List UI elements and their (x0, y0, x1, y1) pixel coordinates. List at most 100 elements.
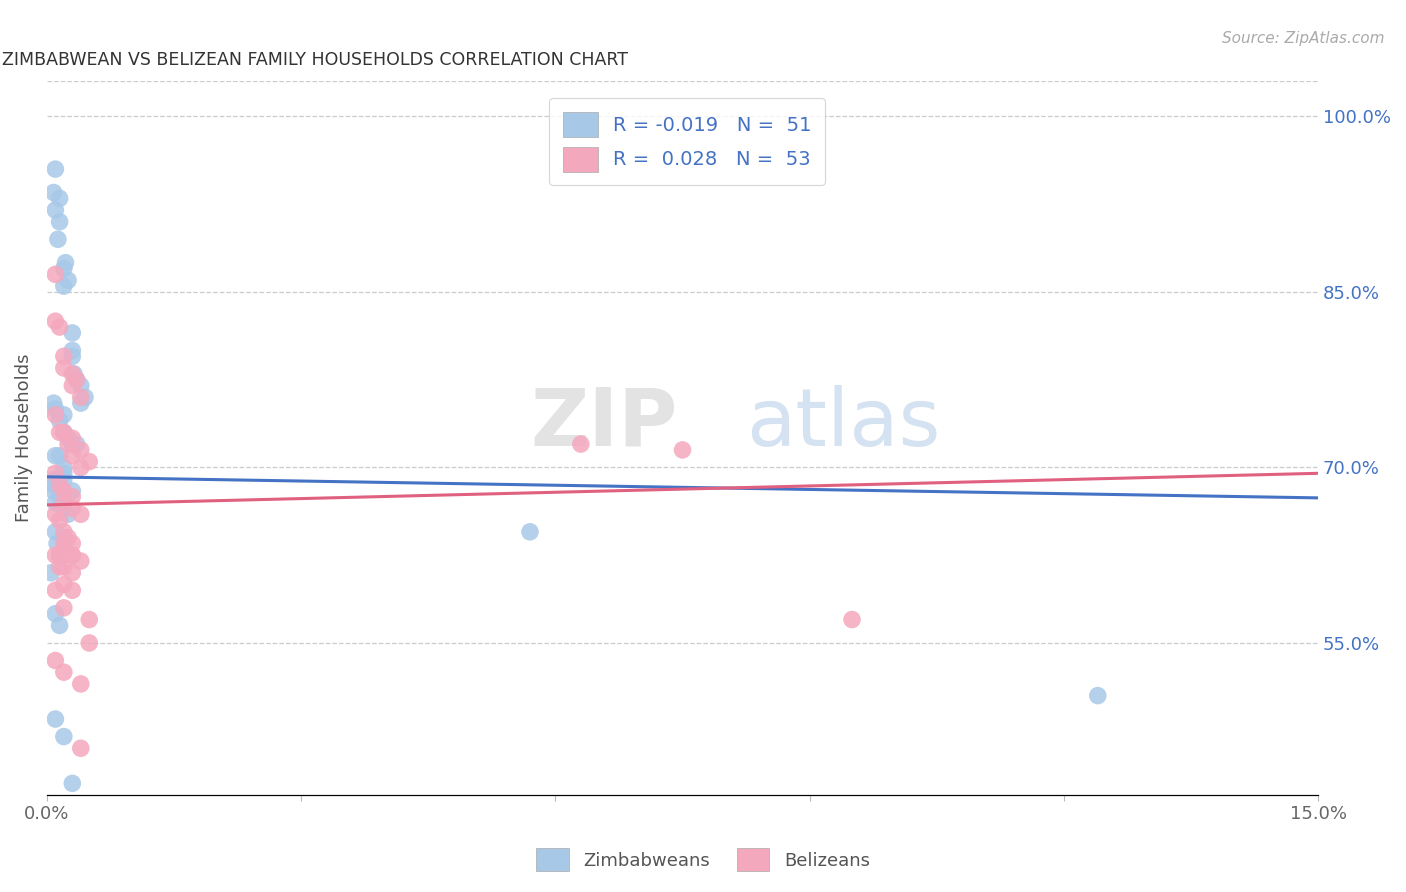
Point (77, 454, 100, 468)
Point (569, 437, 592, 451)
Point (52, 577, 75, 591)
Point (60, 343, 83, 358)
Point (44, 449, 66, 463)
Point (60, 483, 83, 498)
Point (44, 472, 66, 486)
Point (77, 613, 100, 627)
Point (52, 542, 75, 557)
Point (60, 367, 83, 381)
Point (56, 508, 79, 522)
Point (48, 513, 70, 527)
Legend: R = -0.019   N =  51, R =  0.028   N =  53: R = -0.019 N = 51, R = 0.028 N = 53 (550, 98, 825, 186)
Point (69, 677, 91, 691)
Point (48, 414, 70, 428)
Point (60, 501, 83, 516)
Point (44, 495, 66, 509)
Point (69, 508, 91, 522)
Point (69, 442, 91, 457)
Point (60, 326, 83, 340)
Point (60, 349, 83, 363)
Point (52, 483, 75, 498)
Point (60, 449, 83, 463)
Text: atlas: atlas (747, 385, 941, 463)
Point (52, 531, 75, 545)
Point (44, 583, 66, 598)
Point (65, 373, 87, 387)
Point (52, 425, 75, 440)
Point (56, 273, 79, 287)
Point (52, 349, 75, 363)
Point (60, 583, 83, 598)
Point (52, 425, 75, 440)
Point (52, 665, 75, 680)
Point (60, 378, 83, 392)
Point (69, 396, 91, 410)
Point (46, 232, 69, 246)
Point (52, 408, 75, 422)
Point (44, 401, 66, 416)
Point (56, 431, 79, 445)
Point (48, 320, 70, 334)
Point (69, 390, 91, 404)
Point (52, 600, 75, 615)
Point (52, 730, 75, 744)
Point (44, 524, 66, 539)
Point (48, 425, 70, 440)
Point (60, 437, 83, 451)
Point (69, 378, 91, 392)
Point (48, 191, 70, 205)
Point (52, 536, 75, 550)
Point (48, 548, 70, 562)
Point (65, 437, 87, 451)
Point (60, 566, 83, 580)
Point (60, 431, 83, 445)
Legend: Zimbabweans, Belizeans: Zimbabweans, Belizeans (529, 841, 877, 879)
Point (48, 490, 70, 504)
Point (671, 442, 693, 457)
Point (44, 712, 66, 726)
Point (48, 449, 70, 463)
Point (52, 560, 75, 574)
Point (69, 741, 91, 756)
Text: ZIP: ZIP (530, 385, 678, 463)
Point (65, 373, 87, 387)
Point (42, 396, 65, 410)
Point (52, 460, 75, 475)
Text: ZIMBABWEAN VS BELIZEAN FAMILY HOUSEHOLDS CORRELATION CHART: ZIMBABWEAN VS BELIZEAN FAMILY HOUSEHOLDS… (3, 51, 628, 69)
Point (44, 467, 66, 481)
Point (52, 361, 75, 376)
Point (1087, 689, 1109, 703)
Point (60, 548, 83, 562)
Point (60, 548, 83, 562)
Point (52, 501, 75, 516)
Point (52, 472, 75, 486)
Point (63, 367, 86, 381)
Point (44, 268, 66, 282)
Y-axis label: Family Households: Family Households (15, 354, 32, 523)
Point (52, 495, 75, 509)
Point (44, 653, 66, 667)
Text: Source: ZipAtlas.com: Source: ZipAtlas.com (1222, 31, 1385, 46)
Point (48, 548, 70, 562)
Point (44, 314, 66, 328)
Point (73, 390, 96, 404)
Point (519, 524, 541, 539)
Point (69, 554, 91, 568)
Point (48, 618, 70, 632)
Point (44, 162, 66, 177)
Point (48, 478, 70, 492)
Point (52, 261, 75, 276)
Point (55, 256, 77, 270)
Point (841, 613, 863, 627)
Point (39, 566, 62, 580)
Point (48, 215, 70, 229)
Point (52, 467, 75, 481)
Point (46, 536, 69, 550)
Point (42, 483, 65, 498)
Point (52, 279, 75, 293)
Point (56, 531, 79, 545)
Point (52, 524, 75, 539)
Point (42, 478, 65, 492)
Point (69, 460, 91, 475)
Point (56, 437, 79, 451)
